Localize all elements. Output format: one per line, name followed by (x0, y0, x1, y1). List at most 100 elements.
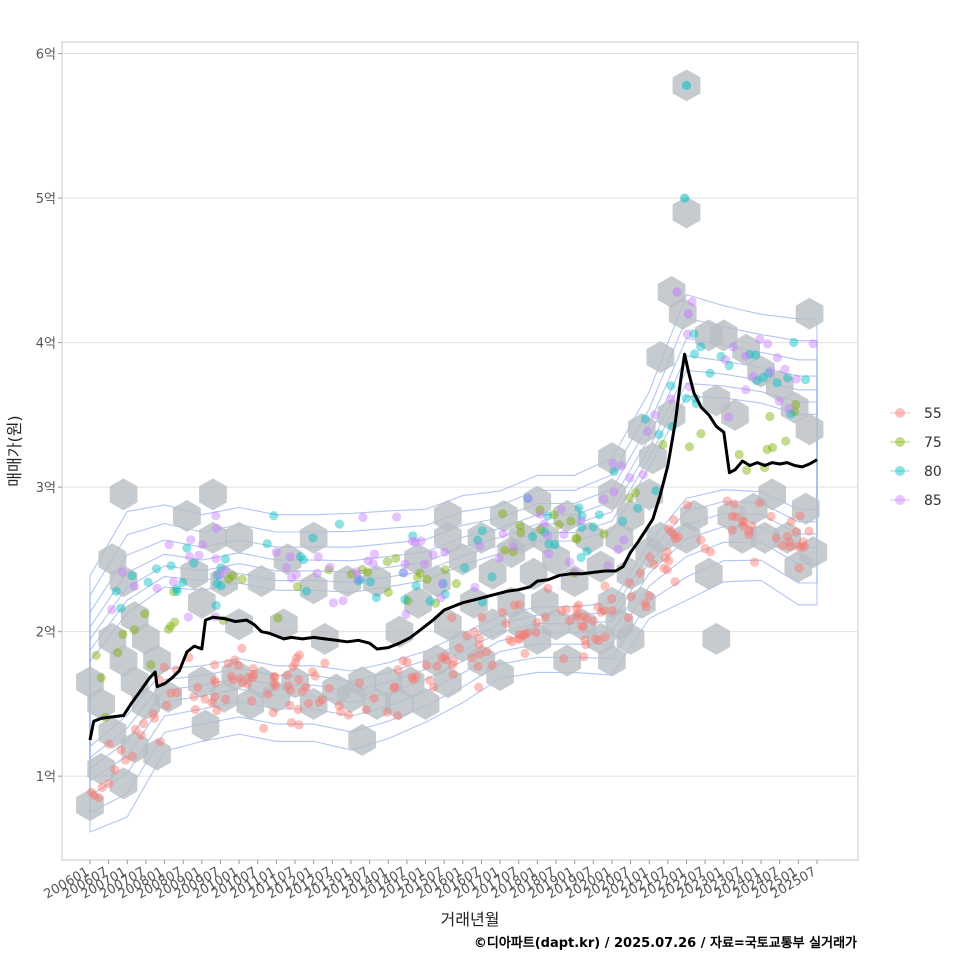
scatter-point (298, 555, 308, 565)
x-axis-ticks: 2006012006072007012007072008012008072009… (41, 860, 819, 902)
scatter-point (626, 592, 636, 602)
scatter-point (785, 542, 795, 552)
scatter-point (422, 574, 432, 584)
scatter-point (212, 523, 222, 533)
hexbin-cell (657, 276, 686, 308)
scatter-point (166, 621, 176, 631)
scatter-point (579, 612, 589, 622)
scatter-point (116, 603, 126, 613)
scatter-point (724, 360, 734, 371)
scatter-point (358, 512, 368, 523)
scatter-point (431, 598, 441, 608)
scatter-point (518, 630, 528, 640)
scatter-point (94, 793, 104, 803)
scatter-point (790, 407, 800, 417)
scatter-point (804, 526, 814, 536)
scatter-point (669, 515, 679, 525)
hexbin-cell (575, 521, 604, 554)
scatter-point (789, 337, 799, 348)
scatter-point (221, 694, 231, 705)
scatter-point (508, 542, 519, 552)
hexbin-cell (273, 543, 302, 576)
hexbin-cell (616, 500, 645, 532)
scatter-point (86, 787, 96, 797)
scatter-point (784, 404, 794, 414)
scatter-point (516, 528, 526, 538)
scatter-point (233, 660, 243, 670)
scatter-point (671, 534, 681, 544)
scatter-point (389, 683, 399, 693)
hexbin-cell (795, 413, 824, 446)
scatter-point (263, 689, 273, 699)
scatter-point (324, 565, 334, 575)
scatter-point (170, 617, 180, 627)
scatter-point (297, 686, 307, 697)
scatter-point (401, 609, 411, 620)
scatter-point (650, 410, 660, 420)
hexbin-cell (598, 478, 626, 511)
hexbin-cell (225, 521, 253, 554)
scatter-point (447, 612, 457, 623)
hexbin-cell (627, 413, 656, 446)
scatter-point (149, 713, 159, 723)
scatter-point (194, 550, 204, 560)
scatter-point (163, 624, 174, 634)
scatter-point (705, 368, 715, 378)
scatter-point (791, 399, 801, 410)
median-trend-line (88, 352, 818, 741)
scatter-point (470, 582, 480, 593)
scatter-point (577, 522, 587, 532)
hexbin-cell (795, 297, 824, 330)
hexbin-cell (143, 738, 171, 771)
scatter-point (664, 556, 674, 566)
scatter-point (294, 650, 304, 660)
scatter-point (292, 653, 302, 663)
scatter-point (589, 616, 599, 626)
scatter-point (557, 606, 567, 616)
scatter-point (365, 577, 375, 587)
scatter-point (474, 640, 484, 650)
scatter-point (172, 586, 182, 597)
scatter-point (550, 540, 560, 550)
scatter-point (209, 675, 219, 685)
scatter-point (696, 535, 706, 545)
scatter-point (523, 493, 534, 503)
scatter-point (273, 613, 283, 623)
scatter-point (696, 429, 706, 439)
scatter-point (494, 553, 504, 563)
hexbin-cell (173, 500, 201, 532)
scatter-point (623, 613, 633, 623)
scatter-point (556, 504, 566, 514)
scatter-point (487, 572, 497, 582)
hexbin-cell (508, 521, 537, 554)
y-tick-label: 3억 (36, 481, 56, 496)
scatter-point (268, 708, 278, 718)
scatter-point (748, 371, 759, 381)
scatter-point (262, 539, 272, 549)
scatter-point (432, 661, 442, 671)
scatter-point (230, 655, 240, 665)
scatter-point (642, 426, 652, 437)
scatter-point (334, 519, 344, 529)
scatter-point (603, 561, 613, 571)
scatter-point (680, 193, 690, 203)
scatter-point (795, 511, 805, 521)
hexbin-cell (411, 687, 440, 720)
scatter-point (549, 509, 559, 520)
scatter-point (766, 366, 776, 376)
scatter-point (336, 707, 346, 717)
scatter-point (193, 682, 203, 693)
scatter-point (110, 765, 120, 775)
hexbin-cell (374, 666, 403, 699)
legend-key-point (895, 466, 905, 476)
scatter-point (390, 682, 400, 692)
scatter-point (294, 720, 304, 730)
scatter-point (536, 524, 546, 535)
scatter-point (771, 533, 782, 543)
scatter-point (576, 552, 586, 563)
scatter-point (301, 682, 311, 692)
scatter-point (393, 665, 403, 675)
scatter-point (369, 549, 379, 559)
scatter-point (588, 522, 598, 532)
hexbin-cell (531, 521, 559, 554)
